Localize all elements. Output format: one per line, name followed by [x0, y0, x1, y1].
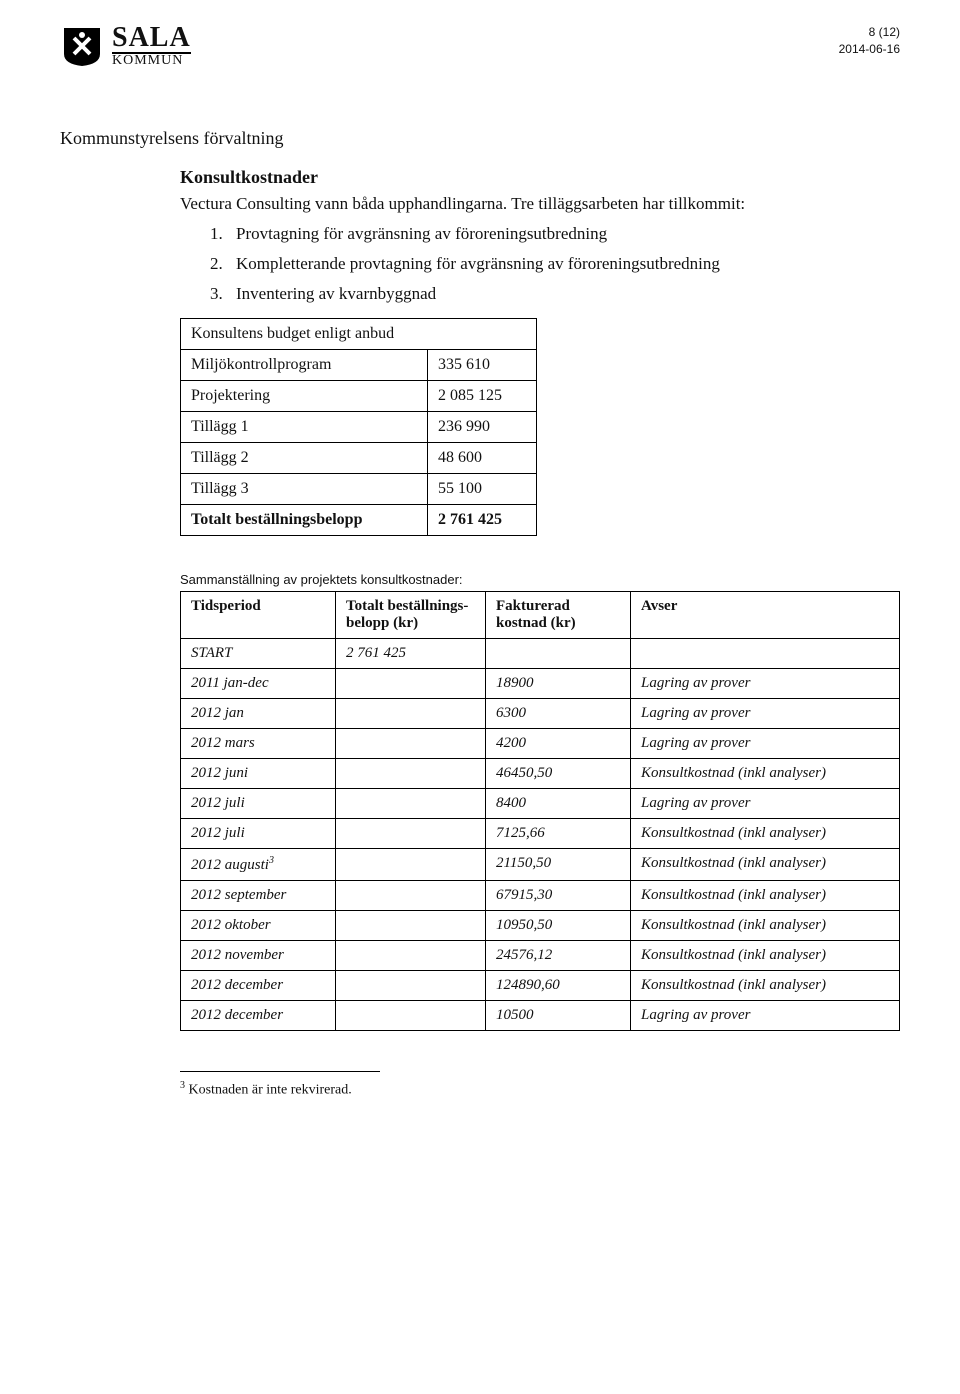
table-row: Tillägg 355 100	[181, 474, 537, 505]
budget-table: Konsultens budget enligt anbud Miljökont…	[180, 318, 537, 536]
col-period: Tidsperiod	[181, 592, 336, 639]
table-row: Tillägg 248 600	[181, 443, 537, 474]
intro-text: Vectura Consulting vann båda upphandling…	[180, 194, 900, 214]
table-row: Tillägg 1236 990	[181, 412, 537, 443]
table-row: START2 761 425	[181, 639, 900, 669]
table-row: 2012 september67915,30Konsultkostnad (in…	[181, 881, 900, 911]
table-header-row: Tidsperiod Totalt beställnings-belopp (k…	[181, 592, 900, 639]
municipality-logo-icon	[60, 24, 104, 68]
costs-caption: Sammanställning av projektets konsultkos…	[180, 572, 900, 587]
table-row: 2012 mars4200Lagring av prover	[181, 729, 900, 759]
department-name: Kommunstyrelsens förvaltning	[60, 128, 900, 149]
table-row: 2012 oktober10950,50Konsultkostnad (inkl…	[181, 911, 900, 941]
col-invoiced: Fakturerad kostnad (kr)	[486, 592, 631, 639]
section-title: Konsultkostnader	[180, 167, 900, 188]
list-item: 3.Inventering av kvarnbyggnad	[210, 284, 900, 304]
page-meta: 8 (12) 2014-06-16	[839, 24, 900, 58]
list-item: 2.Kompletterande provtagning för avgräns…	[210, 254, 900, 274]
table-row: 2012 augusti321150,50Konsultkostnad (ink…	[181, 849, 900, 881]
costs-table: Tidsperiod Totalt beställnings-belopp (k…	[180, 591, 900, 1031]
list-item: 1.Provtagning för avgränsning av föroren…	[210, 224, 900, 244]
budget-total-row: Totalt beställningsbelopp2 761 425	[181, 505, 537, 536]
document-page: SALA KOMMUN 8 (12) 2014-06-16 Kommunstyr…	[0, 0, 960, 1139]
table-row: 2012 juli8400Lagring av prover	[181, 789, 900, 819]
logo-block: SALA KOMMUN	[60, 24, 191, 68]
table-row: 2012 december10500Lagring av prover	[181, 1001, 900, 1031]
table-row: 2012 december124890,60Konsultkostnad (in…	[181, 971, 900, 1001]
footnote-marker: 3	[180, 1080, 185, 1091]
footnote-text: Kostnaden är inte rekvirerad.	[189, 1083, 352, 1098]
footnote-rule	[180, 1071, 380, 1072]
logo-bottom: KOMMUN	[112, 54, 191, 68]
logo-top: SALA	[112, 24, 191, 54]
table-row: Miljökontrollprogram335 610	[181, 350, 537, 381]
col-concerns: Avser	[631, 592, 900, 639]
table-row: Projektering2 085 125	[181, 381, 537, 412]
content-block: Konsultkostnader Vectura Consulting vann…	[180, 167, 900, 1099]
page-date: 2014-06-16	[839, 41, 900, 58]
table-row: 2012 jan6300Lagring av prover	[181, 699, 900, 729]
page-header: SALA KOMMUN 8 (12) 2014-06-16	[60, 24, 900, 68]
table-row: 2011 jan-dec18900Lagring av prover	[181, 669, 900, 699]
budget-caption: Konsultens budget enligt anbud	[181, 319, 537, 350]
additions-list: 1.Provtagning för avgränsning av föroren…	[210, 224, 900, 304]
footnote: 3 Kostnaden är inte rekvirerad.	[180, 1080, 900, 1099]
logo-text: SALA KOMMUN	[112, 24, 191, 68]
table-row: 2012 november24576,12Konsultkostnad (ink…	[181, 941, 900, 971]
table-row: 2012 juli7125,66Konsultkostnad (inkl ana…	[181, 819, 900, 849]
table-row: 2012 juni46450,50Konsultkostnad (inkl an…	[181, 759, 900, 789]
page-number: 8 (12)	[839, 24, 900, 41]
col-total: Totalt beställnings-belopp (kr)	[336, 592, 486, 639]
